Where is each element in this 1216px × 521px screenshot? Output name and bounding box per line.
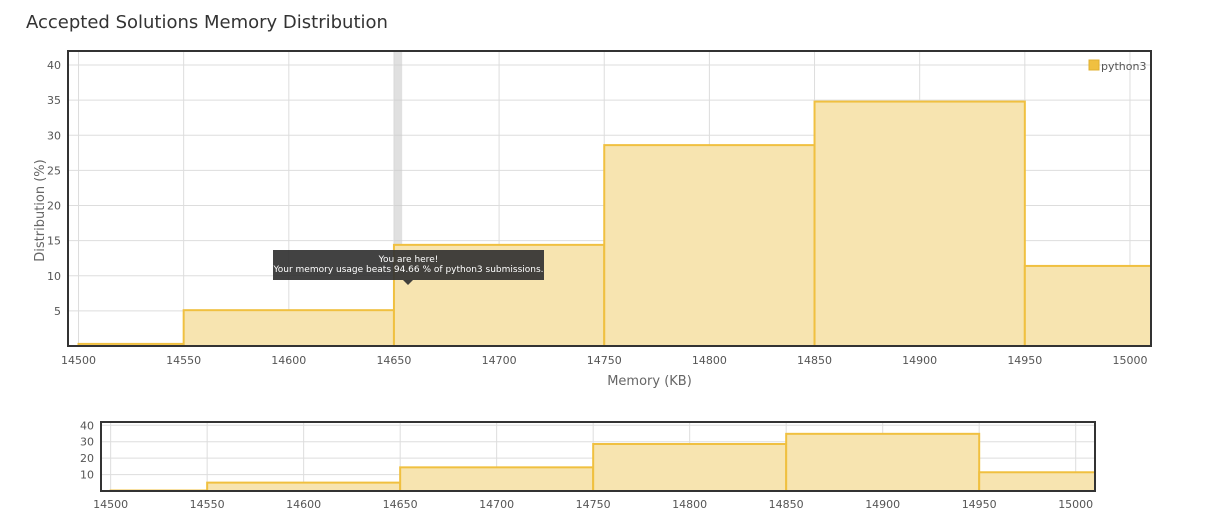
navigator-bar-4[interactable]	[785, 432, 981, 493]
navigator-x-tick-label-5: 14750	[576, 498, 611, 511]
navigator-y-tick-label-1: 20	[80, 452, 94, 465]
navigator-x-tick-label-3: 14650	[383, 498, 418, 511]
navigator-y-tick-label-2: 30	[80, 436, 94, 449]
main-x-tick-label-7: 14850	[797, 354, 832, 367]
main-x-tick-label-0: 14500	[61, 354, 96, 367]
y-axis-label: Distribution (%)	[33, 159, 48, 261]
main-y-tick-label-0: 5	[54, 305, 61, 318]
main-y-tick-label-1: 10	[47, 270, 61, 283]
main-y-tick-label-5: 30	[47, 129, 61, 142]
legend-swatch-python3[interactable]	[1088, 59, 1100, 71]
x-axis-label: Memory (KB)	[607, 374, 692, 389]
navigator-bar-5[interactable]	[978, 471, 1096, 492]
tooltip-line-1: You are here!	[378, 255, 439, 265]
main-x-tick-label-4: 14700	[482, 354, 517, 367]
navigator-y-tick-label-0: 10	[80, 469, 94, 482]
tooltip-line-2: Your memory usage beats 94.66 % of pytho…	[273, 265, 544, 275]
main-x-tick-label-3: 14650	[376, 354, 411, 367]
your-position-tooltip: You are here! Your memory usage beats 94…	[273, 250, 544, 280]
main-y-tick-label-6: 35	[47, 94, 61, 107]
main-x-tick-label-6: 14800	[692, 354, 727, 367]
navigator-bar-2[interactable]	[399, 466, 595, 493]
chart-title: Accepted Solutions Memory Distribution	[26, 12, 388, 33]
navigator-bar-3[interactable]	[592, 443, 788, 492]
main-x-tick-label-2: 14600	[271, 354, 306, 367]
main-x-tick-label-10: 15000	[1112, 354, 1147, 367]
navigator-x-tick-label-2: 14600	[286, 498, 321, 511]
navigator-x-tick-label-0: 14500	[93, 498, 128, 511]
tooltip-pointer	[403, 280, 413, 285]
navigator-x-tick-label-4: 14700	[479, 498, 514, 511]
legend-label-python3[interactable]: python3	[1101, 60, 1146, 73]
main-x-tick-label-5: 14750	[587, 354, 622, 367]
main-your-memory-marker	[394, 51, 403, 346]
navigator-x-tick-label-1: 14550	[190, 498, 225, 511]
main-bar-5[interactable]	[1023, 264, 1152, 347]
main-plot-frame	[67, 50, 1152, 347]
main-bar-1[interactable]	[182, 309, 395, 347]
navigator-plot-frame	[100, 421, 1096, 492]
main-y-tick-label-4: 25	[47, 164, 61, 177]
navigator-x-tick-label-8: 14900	[865, 498, 900, 511]
main-x-tick-label-9: 14950	[1007, 354, 1042, 367]
navigator-x-tick-label-9: 14950	[962, 498, 997, 511]
main-x-tick-label-8: 14900	[902, 354, 937, 367]
main-y-tick-label-2: 15	[47, 235, 61, 248]
navigator-x-tick-label-10: 15000	[1058, 498, 1093, 511]
main-bar-4[interactable]	[813, 100, 1026, 347]
main-x-tick-label-1: 14550	[166, 354, 201, 367]
main-bar-3[interactable]	[603, 144, 816, 347]
navigator-bar-1[interactable]	[206, 481, 402, 493]
main-y-tick-label-7: 40	[47, 59, 61, 72]
navigator-x-tick-label-6: 14800	[672, 498, 707, 511]
main-y-tick-label-3: 20	[47, 200, 61, 213]
navigator-x-tick-label-7: 14850	[769, 498, 804, 511]
navigator-y-tick-label-3: 40	[80, 419, 94, 432]
